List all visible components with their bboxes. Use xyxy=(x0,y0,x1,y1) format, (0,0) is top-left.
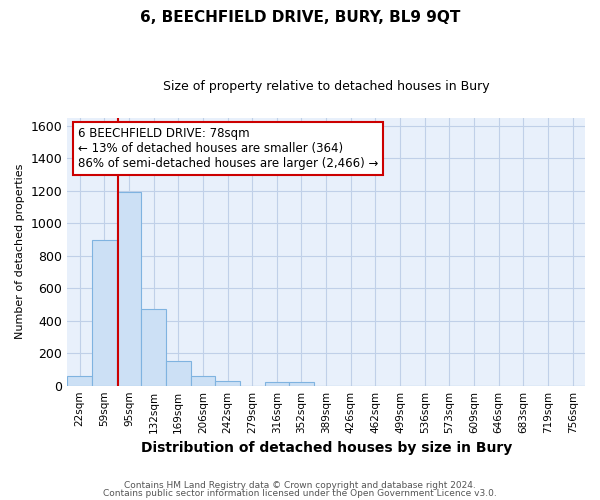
Text: 6, BEECHFIELD DRIVE, BURY, BL9 9QT: 6, BEECHFIELD DRIVE, BURY, BL9 9QT xyxy=(140,10,460,25)
Bar xyxy=(289,382,314,386)
Bar xyxy=(67,376,92,386)
Bar xyxy=(92,240,116,386)
Bar xyxy=(265,382,289,386)
Title: Size of property relative to detached houses in Bury: Size of property relative to detached ho… xyxy=(163,80,490,93)
Bar xyxy=(215,381,240,386)
Text: Contains HM Land Registry data © Crown copyright and database right 2024.: Contains HM Land Registry data © Crown c… xyxy=(124,481,476,490)
Bar xyxy=(191,376,215,386)
X-axis label: Distribution of detached houses by size in Bury: Distribution of detached houses by size … xyxy=(140,441,512,455)
Text: Contains public sector information licensed under the Open Government Licence v3: Contains public sector information licen… xyxy=(103,488,497,498)
Bar xyxy=(166,362,191,386)
Bar xyxy=(116,192,141,386)
Text: 6 BEECHFIELD DRIVE: 78sqm
← 13% of detached houses are smaller (364)
86% of semi: 6 BEECHFIELD DRIVE: 78sqm ← 13% of detac… xyxy=(77,127,378,170)
Y-axis label: Number of detached properties: Number of detached properties xyxy=(15,164,25,340)
Bar xyxy=(141,310,166,386)
